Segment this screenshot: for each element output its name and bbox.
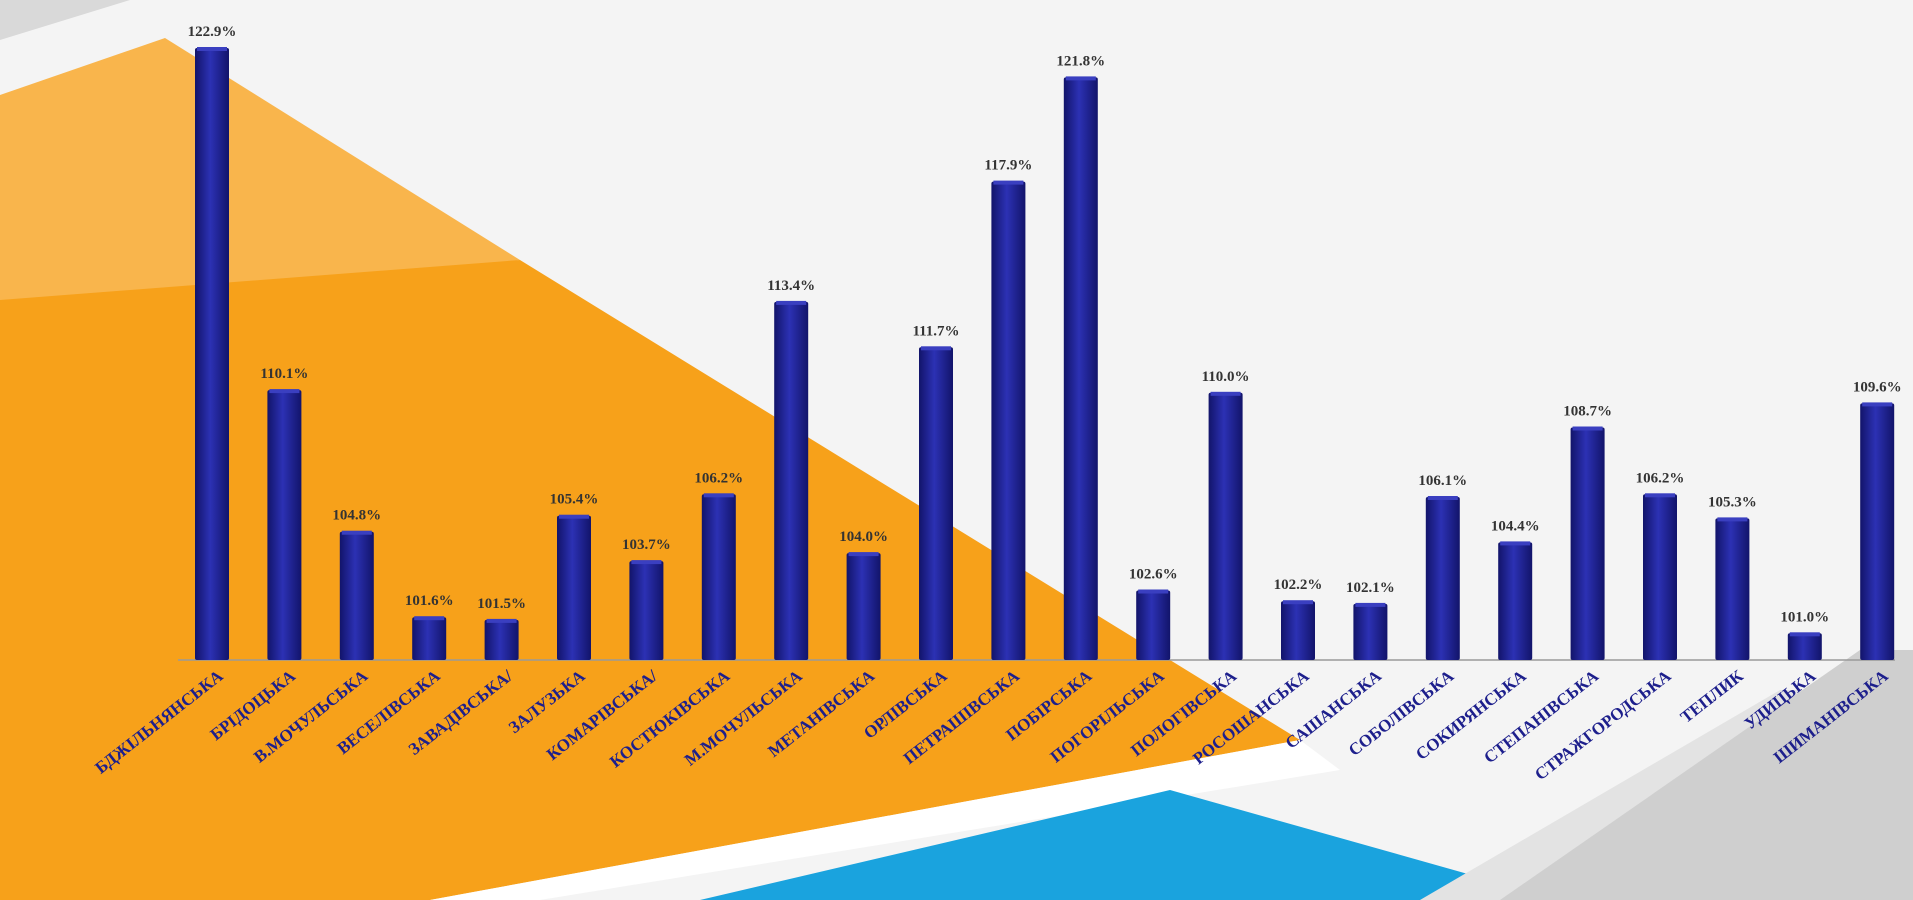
data-label-0: 122.9% bbox=[188, 24, 237, 40]
data-label-10: 111.7% bbox=[912, 323, 959, 339]
data-label-8: 113.4% bbox=[767, 278, 815, 294]
bar-cap-13 bbox=[1138, 589, 1169, 594]
bar-cap-14 bbox=[1210, 391, 1241, 396]
bg-top-left-gray bbox=[0, 0, 130, 40]
bar-cap-12 bbox=[1065, 76, 1096, 81]
bar-23 bbox=[1860, 403, 1895, 660]
data-label-20: 106.2% bbox=[1636, 470, 1685, 486]
bg-blue bbox=[700, 790, 1560, 900]
bar-16 bbox=[1353, 603, 1388, 660]
bar-cap-23 bbox=[1862, 402, 1893, 407]
bar-21 bbox=[1715, 518, 1750, 660]
data-label-2: 104.8% bbox=[332, 508, 381, 524]
data-label-13: 102.6% bbox=[1129, 567, 1178, 583]
bar-cap-16 bbox=[1355, 602, 1386, 607]
x-tick-label-7: КОСТЮКІВСЬКА bbox=[606, 666, 734, 772]
bar-cap-18 bbox=[1500, 541, 1531, 546]
x-tick-labels-group: БДЖІЛЬНЯНСЬКАБРІДОЦЬКАВ.МОЧУЛЬСЬКАВЕСЕЛІ… bbox=[91, 666, 1892, 784]
data-label-7: 106.2% bbox=[694, 470, 743, 486]
bar-cap-1 bbox=[269, 389, 300, 394]
data-label-16: 102.1% bbox=[1346, 580, 1395, 596]
data-label-3: 101.6% bbox=[405, 593, 454, 609]
data-label-5: 105.4% bbox=[550, 492, 599, 508]
data-label-11: 117.9% bbox=[984, 158, 1032, 174]
bar-7 bbox=[701, 494, 736, 660]
bar-6 bbox=[629, 561, 664, 660]
bar-cap-22 bbox=[1789, 632, 1820, 637]
data-label-4: 101.5% bbox=[477, 596, 526, 612]
bar-cap-17 bbox=[1427, 496, 1458, 500]
bar-8 bbox=[774, 301, 809, 660]
bar-22 bbox=[1787, 633, 1822, 660]
bar-4 bbox=[484, 619, 519, 660]
bar-cap-9 bbox=[848, 552, 879, 557]
bar-1 bbox=[267, 390, 302, 660]
x-tick-label-0: БДЖІЛЬНЯНСЬКА bbox=[91, 666, 227, 778]
data-labels-group: 122.9% 110.1% 104.8% 101.6% 101.5% 105.4% 103.… bbox=[188, 24, 1902, 625]
bar-5 bbox=[557, 515, 591, 660]
data-label-9: 104.0% bbox=[839, 529, 888, 545]
bar-12 bbox=[1063, 77, 1098, 660]
bar-cap-3 bbox=[414, 616, 445, 621]
bar-18 bbox=[1498, 542, 1533, 660]
data-label-12: 121.8% bbox=[1056, 53, 1105, 69]
bg-orange-light bbox=[0, 38, 520, 330]
bar-13 bbox=[1136, 590, 1171, 660]
bar-cap-15 bbox=[1283, 600, 1313, 605]
bar-20 bbox=[1643, 494, 1677, 660]
x-tick-label-8: М.МОЧУЛЬСЬКА bbox=[681, 666, 806, 770]
bar-10 bbox=[919, 347, 953, 660]
bar-cap-7 bbox=[703, 493, 734, 498]
bar-14 bbox=[1208, 392, 1243, 660]
bar-cap-11 bbox=[993, 180, 1024, 185]
data-label-6: 103.7% bbox=[622, 537, 671, 553]
data-label-22: 101.0% bbox=[1780, 609, 1829, 625]
bar-19 bbox=[1570, 427, 1605, 660]
bar-15 bbox=[1281, 601, 1315, 660]
bar-2 bbox=[339, 531, 374, 660]
bar-cap-0 bbox=[197, 47, 227, 51]
bar-0 bbox=[195, 48, 229, 660]
bar-9 bbox=[846, 553, 881, 660]
bg-white-stripe bbox=[430, 740, 1340, 900]
bar-cap-6 bbox=[631, 560, 662, 565]
data-label-17: 106.1% bbox=[1418, 473, 1467, 489]
bar-17 bbox=[1425, 497, 1460, 660]
bg-gray bbox=[1500, 650, 1913, 900]
data-label-14: 110.0% bbox=[1202, 369, 1250, 385]
bar-cap-10 bbox=[921, 346, 951, 351]
bar-11 bbox=[991, 181, 1026, 660]
data-label-21: 105.3% bbox=[1708, 494, 1757, 510]
bar-cap-8 bbox=[776, 300, 807, 305]
bar-3 bbox=[412, 617, 447, 660]
bars-group bbox=[195, 47, 1895, 660]
data-label-19: 108.7% bbox=[1563, 404, 1612, 420]
data-label-23: 109.6% bbox=[1853, 379, 1902, 395]
bar-cap-5 bbox=[559, 514, 589, 519]
bar-cap-20 bbox=[1645, 493, 1675, 498]
bar-cap-19 bbox=[1572, 426, 1603, 431]
data-label-1: 110.1% bbox=[260, 366, 308, 382]
bar-cap-2 bbox=[341, 530, 372, 535]
bar-cap-21 bbox=[1717, 517, 1748, 522]
x-tick-label-21: ТЕПЛИК bbox=[1677, 666, 1748, 727]
data-label-15: 102.2% bbox=[1274, 577, 1323, 593]
bar-cap-4 bbox=[486, 618, 517, 623]
data-label-18: 104.4% bbox=[1491, 518, 1540, 534]
x-tick-label-20: СТРАЖГОРОДСЬКА bbox=[1531, 666, 1675, 784]
